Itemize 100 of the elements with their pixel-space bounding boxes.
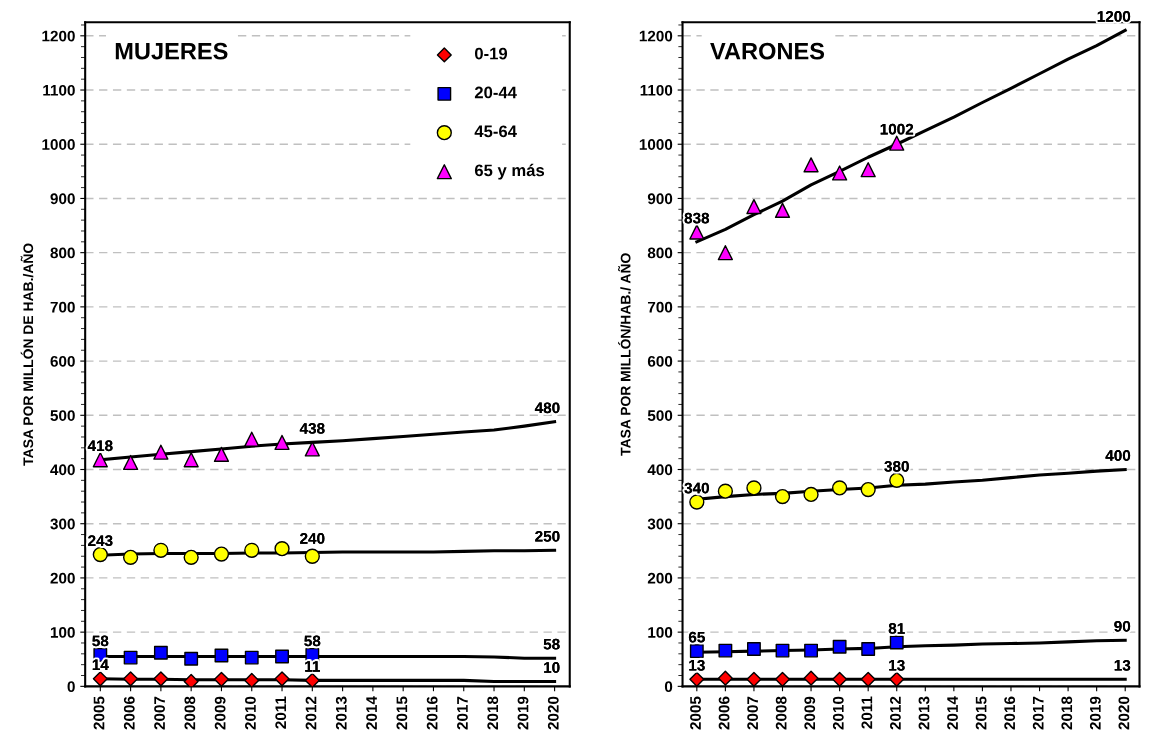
x-tick-label: 2011 [861,696,873,729]
point [860,162,876,178]
point [889,472,905,488]
y-tick-label: 1200 [42,30,75,42]
point [274,671,290,687]
y-tick-label: 0 [67,681,75,693]
point [153,444,169,460]
point [123,650,138,665]
point [213,446,230,462]
point [746,198,762,215]
y-tick-label: 800 [50,247,75,259]
point [717,670,733,686]
annotation: 13 [1114,659,1131,671]
annotation: 1002 [880,123,914,135]
y-tick-label: 700 [50,301,75,313]
x-tick-label: 2020 [1118,696,1130,730]
x-tick-label: 2016 [426,696,438,730]
y-tick-label: 700 [647,301,673,313]
annotation: 380 [884,460,909,472]
y-axis-title: TASA POR MILLÓN/HAB./ AÑO [618,253,631,456]
x-tick-label: 2007 [154,696,165,730]
x-tick-label: 2005 [690,696,701,730]
y-tick-label: 1000 [639,139,673,150]
point [775,643,790,658]
annotation: 90 [1114,620,1131,632]
point [774,202,791,219]
y-tick-label: 900 [647,193,673,205]
x-tick-label: 2013 [335,696,347,730]
x-tick-label: 2015 [975,696,987,730]
point [746,641,761,656]
x-tick-label: 2018 [487,696,499,730]
point [803,486,819,503]
y-tick-label: 1200 [639,30,673,42]
legend-label: 20-44 [474,86,517,99]
point [92,452,108,468]
x-tick-label: 2014 [947,696,958,730]
annotation: 58 [543,638,560,650]
point [717,483,734,499]
point [244,542,260,558]
point [304,672,320,687]
annotation: 81 [888,623,905,634]
point [860,671,876,687]
x-tick-label: 2012 [305,696,317,730]
point [803,670,819,686]
point [774,488,791,505]
point [274,541,290,557]
x-tick-label: 2016 [1004,696,1016,730]
point [274,434,290,451]
x-tick-label: 2008 [184,696,196,730]
x-tick-label: 2019 [517,696,529,730]
x-tick-label: 2012 [890,696,901,730]
annotation: 240 [300,533,325,544]
legend-label: 0-19 [474,47,508,60]
point [718,643,733,658]
annotation: 13 [889,659,905,671]
point [213,546,230,562]
annotation: 838 [684,212,710,224]
annotation: 1200 [1097,11,1131,22]
x-tick-label: 2017 [1032,696,1044,730]
point [244,650,259,665]
annotation: 480 [534,402,560,414]
y-tick-label: 400 [50,464,75,476]
point [153,542,169,558]
legend-label: 45-64 [474,125,517,138]
annotation: 10 [544,662,560,673]
point [153,645,168,660]
x-tick-label: 2009 [214,696,226,730]
point [92,546,108,563]
point [275,649,289,664]
y-tick-label: 1000 [42,139,75,150]
x-tick-label: 2020 [547,696,559,730]
x-tick-label: 2013 [918,696,930,730]
point [803,157,819,173]
point [831,165,848,181]
y-tick-label: 900 [50,193,75,205]
annotation: 11 [305,661,320,672]
point [123,671,139,687]
y-tick-label: 300 [50,518,75,530]
y-tick-label: 200 [50,572,75,584]
x-tick-label: 2019 [1089,696,1101,730]
point [774,671,791,687]
annotation: 58 [304,635,321,647]
x-tick-label: 2008 [775,696,787,730]
y-tick-label: 0 [664,681,673,693]
point [861,641,876,656]
legend-label: 65 y más [474,163,545,180]
y-tick-label: 600 [50,355,75,367]
point [122,454,139,471]
point [717,245,734,261]
point [889,135,905,151]
y-tick-label: 600 [647,355,673,367]
point [122,549,139,565]
x-tick-label: 2015 [396,696,408,730]
y-tick-label: 400 [647,464,673,476]
x-tick-label: 2005 [93,696,105,730]
y-tick-label: 1100 [640,84,673,96]
point [831,480,848,496]
point [832,671,848,687]
annotation: 418 [87,440,113,452]
point [304,441,320,457]
